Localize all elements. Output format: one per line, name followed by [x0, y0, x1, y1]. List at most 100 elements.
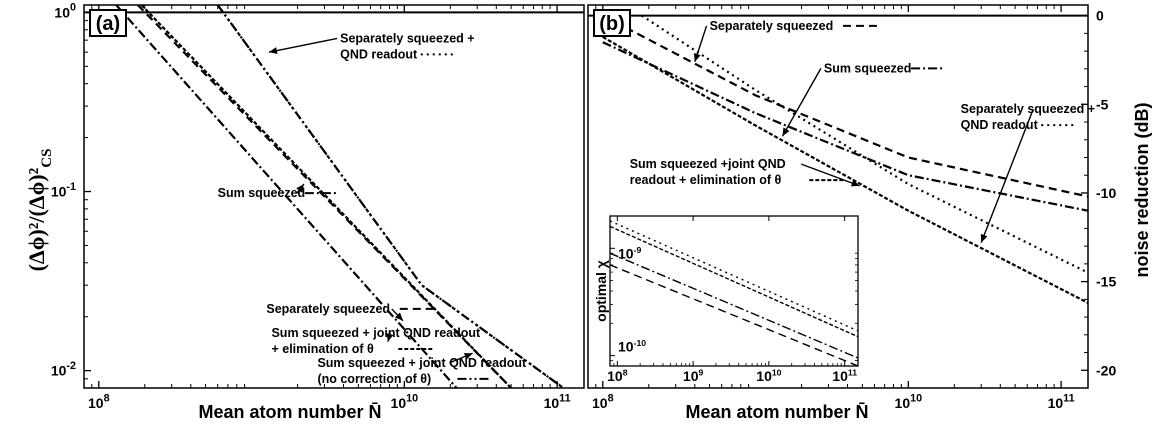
panel-a-annotation-2-line-1: Sum squeezed	[218, 186, 306, 200]
svg-text:(Δϕ)²/(Δϕ)²CS: (Δϕ)²/(Δϕ)²CS	[24, 149, 55, 272]
panel-b-annotation-3-arrow-line	[980, 108, 1034, 243]
y-axis-label-right: noise reduction (dB)	[1132, 102, 1152, 277]
panel-a-annotation-4-line-1: Sum squeezed + joint QND readout	[271, 326, 481, 340]
inset-y-label: optimal χ	[593, 260, 609, 322]
panel-b-series-2	[602, 41, 1088, 212]
panel-a-x-tick-label-1-base: 10	[88, 395, 104, 411]
panel-a-annotation-1-line-2: QND readout	[340, 47, 418, 61]
panel-a-annotation-5-line-2: (no correction of θ)	[317, 372, 431, 386]
panel-a-series-2	[115, 5, 458, 388]
panel-b-annotation-4-line-1: Sum squeezed +joint QND	[630, 157, 786, 171]
y-label-left-sub: CS	[39, 149, 55, 168]
panel-a-y-tick-label-1: 10-2	[51, 360, 76, 379]
panel-b-y-tick-label-1-base: 0	[1096, 8, 1104, 24]
panel-b-y-tick-label-5: -20	[1096, 362, 1116, 378]
inset-x-tick-label-3-base: 10	[756, 368, 772, 384]
panel-a-x-tick-label-1: 108	[88, 392, 110, 411]
inset-x-tick-label-2: 109	[683, 368, 704, 384]
panel-a-x-tick-label-2-exp: 10	[406, 392, 418, 404]
panel-b-annotation-4-line-2: readout + elimination of θ	[630, 173, 782, 187]
inset-series-2	[610, 225, 858, 338]
panel-a-y-tick-label-3: 100	[54, 2, 76, 21]
panel-b-annotation-3: Separately squeezed + QND readout	[961, 102, 1095, 243]
panel-b-annotation-2-arrow-line	[781, 68, 822, 137]
panel-b-x-tick-label-1-exp: 8	[608, 392, 614, 404]
panel-a-annotation-4: Sum squeezed + joint QND readout + elimin…	[271, 326, 481, 356]
inset-x-tick-label-1: 108	[607, 368, 628, 384]
panel-a-annotation-3-line-1: Separately squeezed	[266, 302, 390, 316]
panel-b-annotation-1: Separately squeezed	[693, 19, 877, 62]
inset-y-tick-label-2-base: 10	[618, 245, 634, 261]
panel-b-annotation-4: Sum squeezed +joint QND readout + elimina…	[630, 157, 860, 187]
panel-b-y-tick-label-5-base: -20	[1096, 362, 1116, 378]
panel-b-annotation-1-line-1: Separately squeezed	[710, 19, 834, 33]
panel-a-x-tick-label-1-exp: 8	[104, 392, 110, 404]
panel-a-y-tick-label-1-exp: -2	[66, 360, 76, 372]
panel-b-y-tick-label-2: -5	[1096, 96, 1109, 112]
panel-a-annotation-5-line-1: Sum squeezed + joint QND readout	[317, 356, 527, 370]
panel-a-y-tick-label-3-exp: 0	[70, 2, 76, 14]
inset-x-tick-label-1-exp: 8	[623, 368, 628, 378]
panel-a-annotation-1: Separately squeezed + QND readout	[268, 31, 475, 61]
panel-a-x-tick-label-3: 1011	[544, 392, 571, 411]
panel-b-y-tick-label-2-base: -5	[1096, 96, 1109, 112]
inset-x-tick-label-4: 1011	[832, 368, 857, 384]
panel-a-series-group	[115, 5, 565, 388]
inset-x-tick-label-2-exp: 9	[699, 368, 704, 378]
inset-y-tick-label-2-exp: -9	[634, 245, 642, 255]
panel-a-annotation-4-arrow-head	[386, 333, 394, 342]
panel-a-label: (a)	[96, 13, 120, 35]
panel-b-series-group	[602, 14, 1088, 304]
panel-a-annotation-3: Separately squeezed	[266, 302, 434, 322]
panel-b-y-tick-label-3: -10	[1096, 185, 1116, 201]
panel-b-x-tick-label-2: 1010	[895, 392, 923, 411]
panel-a-label-box	[89, 9, 127, 37]
panel-b-series-3	[641, 14, 1088, 274]
inset-x-tick-label-4-base: 10	[832, 368, 848, 384]
inset-x-tick-label-2-base: 10	[683, 368, 699, 384]
panel-b-annotation-2-line-1: Sum squeezed	[824, 61, 912, 75]
panel-b-y-tick-label-4-base: -15	[1096, 274, 1116, 290]
inset-x-tick-label-3-exp: 10	[772, 368, 782, 378]
panel-b-x-tick-label-3-base: 10	[1048, 395, 1064, 411]
x-axis-label-a: Mean atom number N̄	[198, 402, 381, 422]
panel-b-y-tick-label-1: 0	[1096, 8, 1104, 24]
panel-b-annotation-3-line-1: Separately squeezed +	[961, 102, 1095, 116]
panel-b-x-tick-label-2-exp: 10	[910, 392, 922, 404]
inset-x-tick-label-1-base: 10	[607, 368, 623, 384]
panel-a-annotation-3-arrow-head	[394, 312, 403, 321]
panel-a-annotation-1-arrow-line	[268, 37, 338, 53]
panel-b-annotation-1-arrow-head	[693, 53, 701, 62]
panel-a-x-tick-label-2-base: 10	[391, 395, 407, 411]
panel-a-series-1	[137, 5, 512, 388]
inset-series-4	[610, 264, 858, 366]
inset-y-tick-label-1: 10-10	[618, 338, 646, 354]
panel-a-y-tick-label-2-base: 10	[51, 184, 67, 200]
inset-series-group	[610, 220, 858, 366]
panel-b-label: (b)	[599, 13, 625, 35]
inset-series-3	[610, 252, 858, 359]
panel-b-label-box	[593, 9, 631, 37]
panel-a-annotation-5-arrow-head	[463, 353, 473, 360]
panel-a-x-tick-label-3-exp: 11	[559, 392, 570, 404]
panel-b-annotation-4-arrow-line	[801, 163, 860, 187]
panel-a-annotation-4-line-2: + elimination of θ	[271, 342, 373, 356]
panel-b-annotation-4-arrow-head	[850, 179, 860, 187]
inset-x-tick-label-3: 1010	[756, 368, 781, 384]
panel-b-x-tick-label-1: 108	[592, 392, 614, 411]
panel-a-y-tick-label-2-exp: -1	[66, 181, 76, 193]
panel-b-annotation-3-arrow-head	[980, 233, 988, 243]
panel-a-series-5	[216, 5, 565, 388]
panel-b-annotation-2: Sum squeezed	[781, 61, 946, 137]
panel-a-y-tick-label-2: 10-1	[51, 181, 76, 200]
panel-b-y-tick-label-3-base: -10	[1096, 185, 1116, 201]
panel-b-annotation-3-line-2: QND readout	[961, 118, 1039, 132]
panel-a-y-tick-label-1-base: 10	[51, 363, 67, 379]
y-label-right-text: noise reduction (dB)	[1132, 102, 1152, 277]
panel-b-x-tick-label-3-exp: 11	[1063, 392, 1074, 404]
panel-a-x-tick-label-2: 1010	[391, 392, 419, 411]
